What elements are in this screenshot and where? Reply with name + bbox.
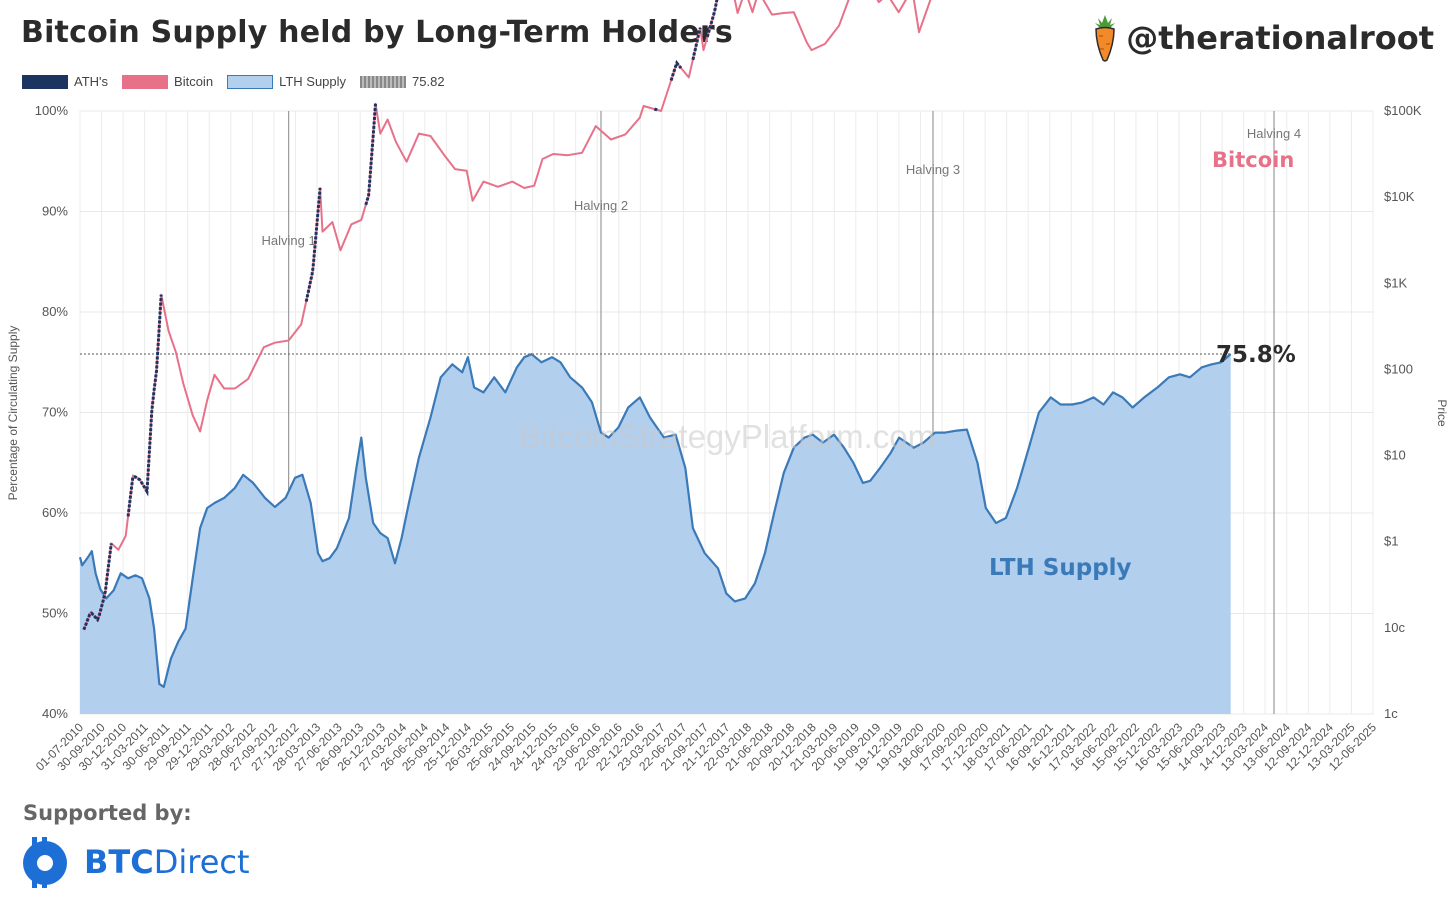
y2-tick-label: $1K [1384,275,1407,290]
lth-area [80,354,1231,714]
sponsor-logo[interactable]: BTCDirect [20,835,250,889]
carrot-icon [1095,15,1116,62]
legend-item-lth[interactable]: LTH Supply [227,74,346,89]
y-tick-label: 100% [35,103,69,118]
ath-segment [126,294,163,517]
legend-label-bitcoin: Bitcoin [174,74,214,89]
y2-tick-label: $10K [1384,189,1415,204]
lth-swatch [227,74,274,89]
chart-canvas: Halving 1 Halving 2 Halving 3 Halving 4 Bit… [6,0,1449,774]
supported-by-label: Supported by: [23,801,192,825]
reference-swatch [360,75,407,88]
bitcoin-swatch [122,74,169,89]
ath-swatch [22,74,68,89]
y-axis: 100% 90% 80% 70% 60% 50% 40% [35,103,69,721]
legend-item-ath[interactable]: ATH's [22,74,108,89]
y-tick-label: 80% [42,304,68,319]
y2-tick-label: 10c [1384,620,1405,635]
lth-line [78,353,1232,688]
halving-label: Halving 2 [574,198,628,213]
brand: @therationalroot [1092,14,1434,62]
ath-segment [653,107,658,112]
y-tick-label: 40% [42,706,68,721]
legend-label-reference: 75.82 [412,74,445,89]
halving-label: Halving 3 [906,162,960,177]
y-tick-label: 50% [42,606,68,621]
legend-label-lth: LTH Supply [279,74,347,89]
ath-segment [304,187,322,302]
lth-series [78,353,1232,714]
bitcoin-line [82,0,932,631]
y2-tick-label: $100K [1384,103,1422,118]
bitcoin-series [82,0,932,631]
bitcoin-label: Bitcoin [1212,148,1294,172]
current-value-label: 75.8% [1216,342,1296,368]
y2-tick-label: $1 [1384,534,1398,549]
y-tick-label: 60% [42,505,68,520]
brand-handle: @therationalroot [1126,19,1434,57]
btcdirect-icon [23,837,67,888]
y2-tick-label: $100 [1384,361,1413,376]
legend-label-ath: ATH's [74,74,109,89]
watermark: BitcoinStrategyPlatform.com [519,418,935,455]
x-axis: 01-07-201030-09-201030-12-201031-03-2011… [33,720,1380,774]
sponsor-name-bold: BTC [84,843,154,881]
y-tick-label: 90% [42,204,68,219]
legend-item-bitcoin[interactable]: Bitcoin [122,74,213,89]
ath-segment [705,0,719,38]
y-tick-label: 70% [42,405,68,420]
legend-item-reference[interactable]: 75.82 [360,74,445,89]
lth-supply-label: LTH Supply [989,555,1132,581]
y2-tick-label: 1c [1384,706,1398,721]
ath-segment [669,59,683,81]
halving-label: Halving 1 [262,233,316,248]
ath-series [82,0,719,631]
chart-title: Bitcoin Supply held by Long-Term Holders [21,15,733,50]
y-axis-label: Percentage of Circulating Supply [6,326,20,501]
y2-axis-label: Price [1435,399,1449,427]
legend: ATH's Bitcoin LTH Supply 75.82 [22,74,451,89]
sponsor-name-rest: Direct [153,843,250,881]
y2-axis: $100K $10K $1K $100 $10 $1 10c 1c [1384,103,1422,721]
sponsor-name: BTCDirect [84,843,250,881]
y2-tick-label: $10 [1384,448,1406,463]
ath-segment [691,27,702,61]
ath-segment [82,543,113,631]
halving-label: Halving 4 [1247,126,1301,141]
ath-segment [364,103,377,206]
